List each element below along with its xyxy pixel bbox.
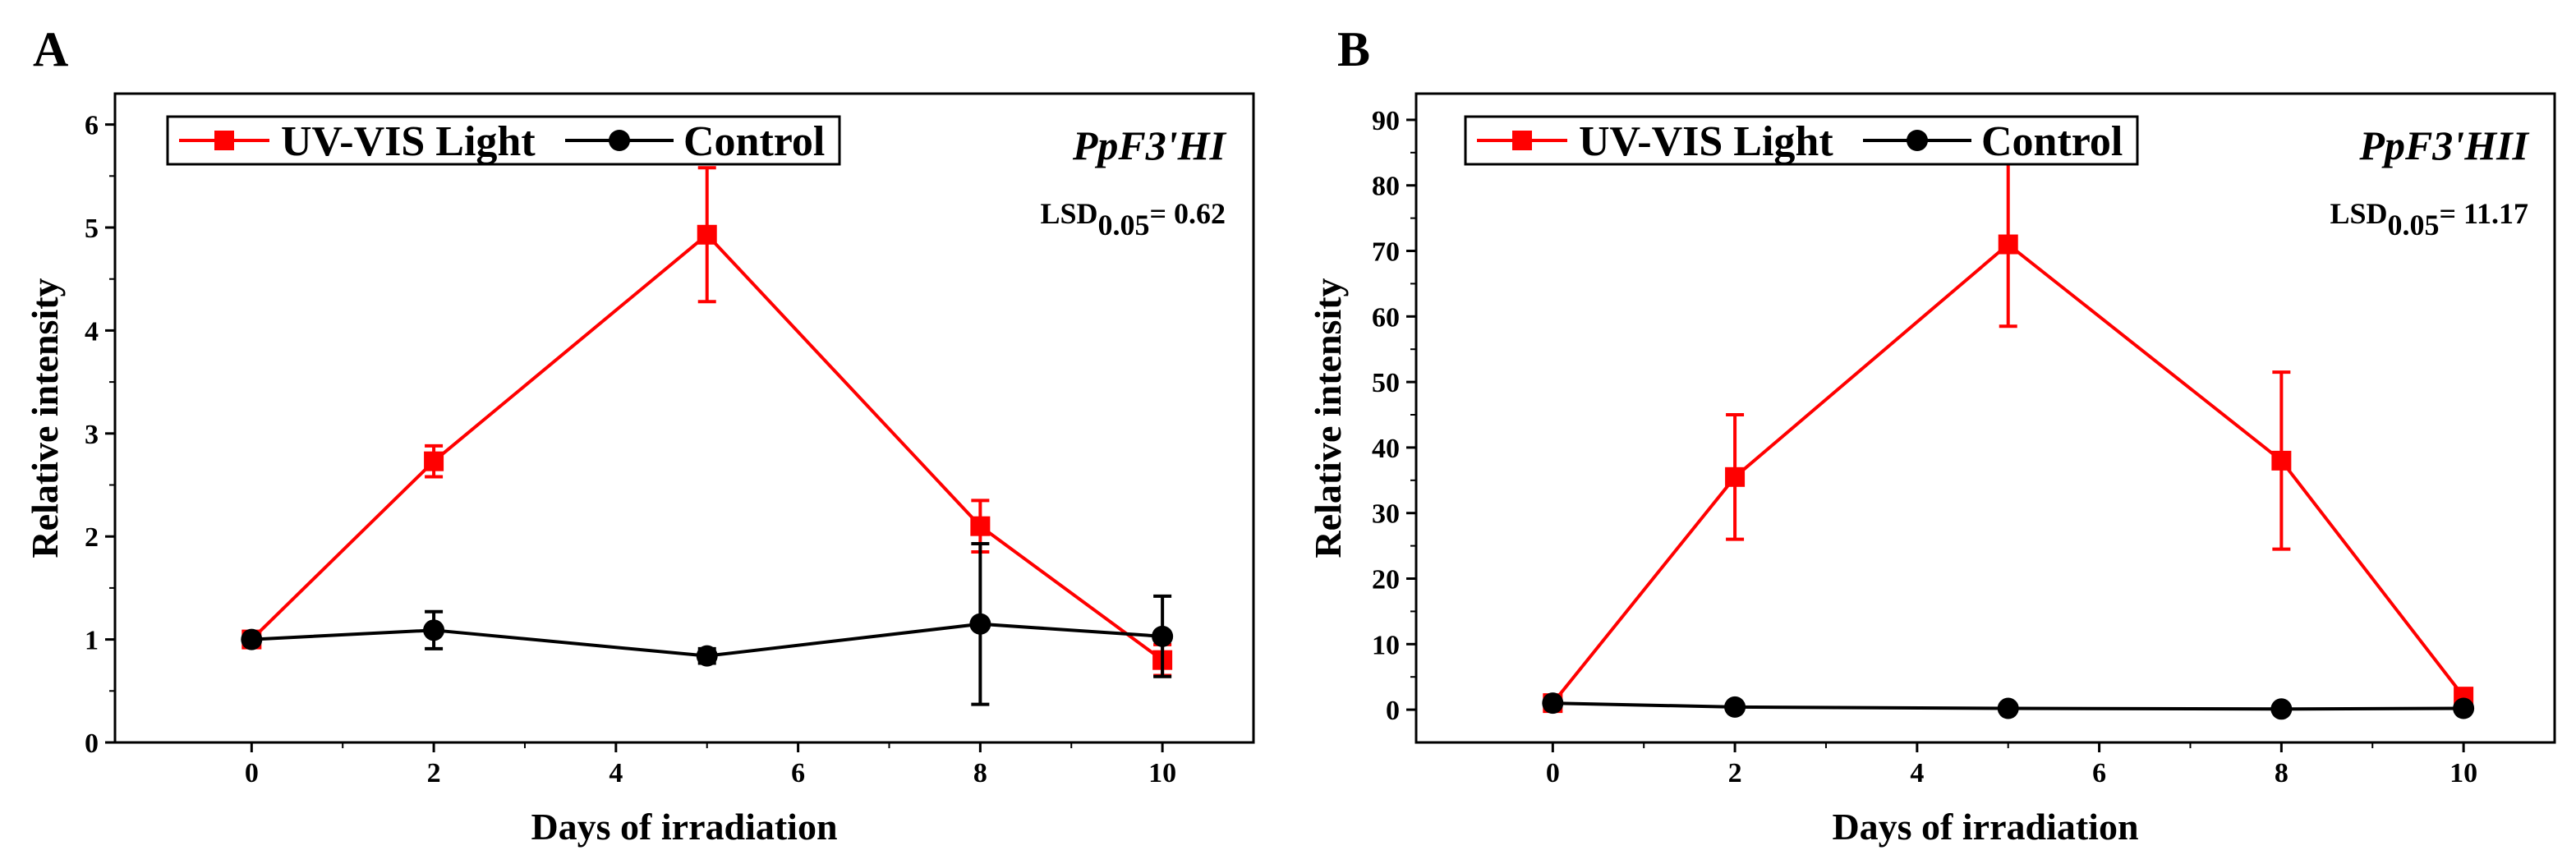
- chart-panel-b: B 0 2 4 6 8 10 0 10 20 30 40 50 60 70 80 90 Days of irrad…: [1307, 22, 2556, 848]
- legend-marker: [214, 131, 234, 150]
- legend: UV-VIS Light Control: [1464, 115, 2139, 166]
- panel-label: A: [33, 22, 68, 76]
- data-point: [1724, 696, 1746, 718]
- legend-marker: [1907, 130, 1928, 151]
- x-axis-title: Days of irradiation: [531, 806, 837, 848]
- legend-label: UV-VIS Light: [281, 118, 536, 165]
- y-tick-label: 5: [85, 214, 99, 244]
- data-point: [1542, 692, 1564, 715]
- data-point: [424, 451, 444, 471]
- lsd-prefix: LSD: [1040, 197, 1097, 230]
- data-point: [1998, 234, 2018, 255]
- data-point: [241, 628, 263, 650]
- y-tick-label: 50: [1372, 368, 1400, 398]
- x-tick-label: 2: [1728, 758, 1742, 788]
- y-tick-label: 80: [1372, 172, 1400, 202]
- plot-frame: [1414, 92, 2556, 744]
- lsd-subscript: 0.05: [1097, 209, 1149, 241]
- x-tick-label: 4: [1910, 758, 1924, 788]
- y-tick-label: 3: [85, 420, 99, 450]
- lsd-subscript: 0.05: [2387, 209, 2439, 241]
- y-tick-label: 4: [85, 316, 99, 347]
- x-tick-label: 0: [1546, 758, 1560, 788]
- gene-label: PpF3'HI: [1072, 122, 1227, 168]
- legend-label: UV-VIS Light: [1579, 118, 1833, 165]
- gene-label: PpF3'HII: [2358, 122, 2529, 168]
- x-tick-label: 8: [973, 758, 987, 788]
- lsd-annotation: LSD0.05= 11.17: [2330, 197, 2528, 241]
- data-point: [1997, 697, 2019, 719]
- y-tick-label: 1: [85, 626, 99, 656]
- x-tick-label: 10: [2450, 758, 2477, 788]
- y-tick-label: 10: [1372, 630, 1400, 660]
- legend-label: Control: [1981, 118, 2123, 165]
- data-point: [2453, 697, 2475, 719]
- legend: UV-VIS Light Control: [166, 115, 841, 166]
- data-point: [2271, 450, 2292, 471]
- chart-panel-a: A 0 2 4 6 8 10 0 1 2 3 4 5 6 Days of irradiation Relati…: [24, 22, 1255, 848]
- y-tick-label: 30: [1372, 499, 1400, 530]
- x-tick-label: 8: [2275, 758, 2288, 788]
- y-tick-label: 6: [85, 111, 99, 141]
- legend-label: Control: [683, 118, 825, 165]
- y-axis-title: Relative intensity: [1307, 278, 1349, 558]
- lsd-value: = 0.62: [1149, 197, 1226, 230]
- y-tick-label: 2: [85, 522, 99, 553]
- x-tick-label: 6: [791, 758, 805, 788]
- panel-label: B: [1337, 22, 1370, 76]
- legend-box: [166, 115, 841, 166]
- lsd-value: = 11.17: [2439, 197, 2528, 230]
- x-tick-label: 4: [609, 758, 623, 788]
- x-axis-title: Days of irradiation: [1832, 806, 2138, 848]
- series-control: [1542, 692, 2475, 720]
- series-uv-vis-light: [1543, 160, 2474, 714]
- legend-box: [1464, 115, 2139, 166]
- x-tick-label: 2: [427, 758, 441, 788]
- data-point: [697, 224, 717, 245]
- data-point: [970, 516, 991, 536]
- legend-marker: [609, 130, 630, 151]
- y-tick-label: 40: [1372, 434, 1400, 464]
- data-point: [696, 645, 718, 667]
- x-tick-label: 6: [2092, 758, 2106, 788]
- x-tick-label: 10: [1148, 758, 1176, 788]
- data-point: [2270, 698, 2293, 720]
- y-tick-label: 70: [1372, 237, 1400, 268]
- series-control: [241, 541, 1174, 706]
- series-uv-vis-light: [242, 166, 1173, 678]
- y-tick-label: 60: [1372, 302, 1400, 333]
- data-point: [1152, 625, 1174, 647]
- y-tick-label: 0: [1386, 696, 1400, 726]
- y-tick-label: 90: [1372, 106, 1400, 136]
- data-point: [969, 613, 991, 635]
- data-point: [1725, 466, 1746, 487]
- lsd-annotation: LSD0.05= 0.62: [1040, 197, 1226, 241]
- y-axis-title: Relative intensity: [24, 278, 66, 558]
- data-point: [423, 619, 445, 641]
- y-tick-label: 20: [1372, 565, 1400, 595]
- plot-frame: [113, 92, 1255, 744]
- y-tick-label: 0: [85, 728, 99, 759]
- x-tick-label: 0: [245, 758, 259, 788]
- legend-marker: [1512, 131, 1532, 150]
- lsd-prefix: LSD: [2330, 197, 2387, 230]
